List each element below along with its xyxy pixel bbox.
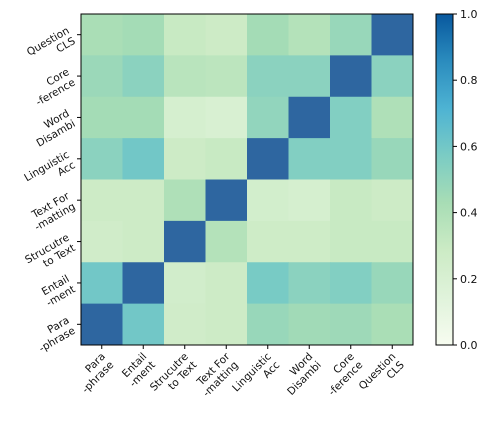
heatmap-cell [205, 220, 248, 263]
heatmap-cell [81, 96, 123, 139]
heatmap-cell [288, 303, 331, 346]
heatmap-cell [164, 96, 206, 139]
heatmap-cell [205, 303, 248, 346]
heatmap-cell [371, 14, 414, 56]
heatmap-cell [164, 220, 206, 263]
heatmap-cell [330, 14, 372, 56]
heatmap-cell [288, 220, 331, 263]
heatmap-cell [247, 179, 289, 222]
heatmap-cell [330, 55, 372, 98]
x-tick-label: Text For-matting [192, 350, 241, 399]
heatmap-cell [330, 303, 372, 346]
y-tick-label: Para-phrase [31, 314, 77, 355]
heatmap-cell [288, 14, 331, 56]
heatmap-cell [371, 262, 414, 305]
heatmap-cell [288, 55, 331, 98]
heatmap-cell [330, 179, 372, 222]
heatmap-cell [205, 96, 248, 139]
heatmap-cell [288, 262, 331, 305]
colorbar-tick-label: 1.0 [460, 8, 478, 21]
x-tick-label: QuestionCLS [357, 350, 407, 400]
heatmap-cell [330, 262, 372, 305]
y-tick-label: QuestionCLS [25, 25, 78, 69]
colorbar-gradient [435, 13, 454, 346]
y-tick-label: Text For-matting [27, 190, 79, 234]
heatmap-cell [122, 179, 165, 222]
y-tick-label: Entail-ment [38, 273, 77, 309]
heatmap-cell [288, 138, 331, 180]
heatmap-cell [164, 14, 206, 56]
heatmap-cell [247, 55, 289, 98]
heatmap-cell [81, 55, 123, 98]
y-tick-label: Strucutreto Text [23, 232, 77, 277]
heatmap-cell [122, 14, 165, 56]
heatmap-cell [205, 14, 248, 56]
plot-frame [80, 13, 414, 346]
heatmap-cell [81, 138, 123, 180]
colorbar-tick-label: 0.6 [460, 140, 478, 153]
heatmap-cell [205, 179, 248, 222]
heatmap-cell [164, 303, 206, 346]
heatmap-cell [122, 138, 165, 180]
heatmap-cell [81, 220, 123, 263]
colorbar: 0.0 0.2 0.4 0.6 0.8 1.0 [435, 8, 478, 352]
heatmap-cell [122, 303, 165, 346]
x-tick-label: LinguisticAcc [230, 350, 282, 402]
heatmap-cell [247, 220, 289, 263]
heatmap-cell [247, 96, 289, 139]
colorbar-tick-label: 0.4 [460, 207, 478, 220]
heatmap-cell [164, 55, 206, 98]
x-tick-label: Strucutreto Text [148, 351, 200, 403]
colorbar-tick-label: 0.0 [460, 339, 478, 352]
heatmap-cell [122, 96, 165, 139]
heatmap-cell [371, 55, 414, 98]
x-tick-label: Core-ference [318, 351, 366, 399]
y-tick-label: LinguisticAcc [22, 149, 77, 195]
y-tick-label: WordDisambi [29, 107, 78, 149]
heatmap-cell [205, 262, 248, 305]
heatmap-cell [247, 14, 289, 56]
colorbar-tick-label: 0.8 [460, 74, 478, 87]
heatmap-cell [164, 138, 206, 180]
heatmap-cell [371, 303, 414, 346]
heatmap-cell [288, 96, 331, 139]
colorbar-ticks: 0.0 0.2 0.4 0.6 0.8 1.0 [453, 8, 478, 352]
heatmap-cell [330, 96, 372, 139]
x-tick-label: WordDisambi [277, 351, 324, 398]
heatmap-cell [81, 14, 123, 56]
heatmap-cell [81, 179, 123, 222]
heatmap-cell [122, 262, 165, 305]
heatmap-cell [371, 138, 414, 180]
heatmap-cell [164, 179, 206, 222]
heatmap-cell [247, 303, 289, 346]
y-tick-label: Core-ference [28, 66, 78, 108]
heatmap-cells [81, 14, 414, 346]
heatmap-cell [247, 262, 289, 305]
heatmap-cell [205, 138, 248, 180]
heatmap-cell [371, 220, 414, 263]
heatmap-cell [288, 179, 331, 222]
heatmap-cell [371, 96, 414, 139]
heatmap-cell [247, 138, 289, 180]
y-axis: QuestionCLSCore-ferenceWordDisambiLingui… [22, 25, 81, 355]
heatmap-cell [164, 262, 206, 305]
heatmap-cell [330, 220, 372, 263]
heatmap-cell [330, 138, 372, 180]
heatmap-cell [371, 179, 414, 222]
colorbar-tick-label: 0.2 [460, 273, 478, 286]
heatmap-cell [122, 220, 165, 263]
heatmap-cell [81, 303, 123, 346]
heatmap-cell [81, 262, 123, 305]
heatmap-cell [122, 55, 165, 98]
heatmap-cell [205, 55, 248, 98]
x-tick-label: Para-phrase [71, 351, 116, 396]
